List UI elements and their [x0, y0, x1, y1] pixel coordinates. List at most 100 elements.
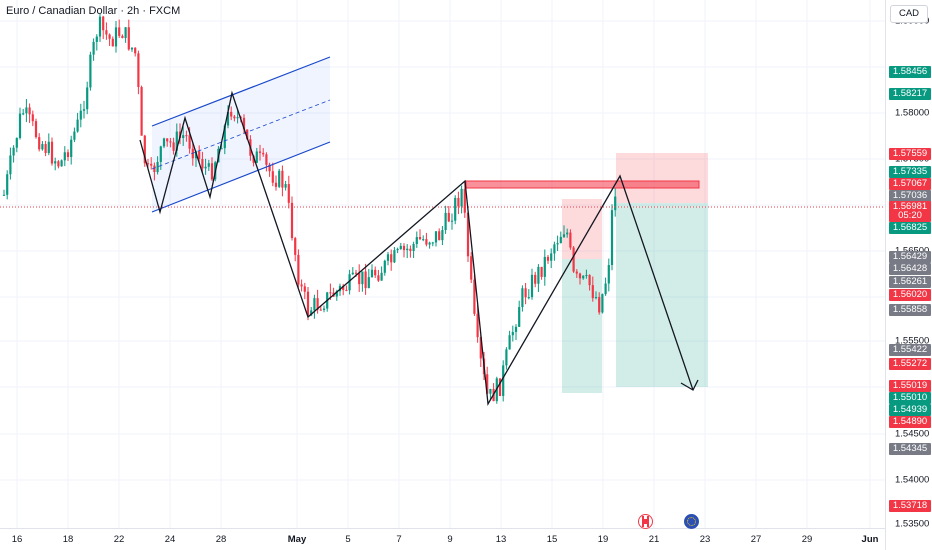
stop-loss-zone [616, 153, 708, 203]
candle-body [294, 238, 297, 255]
candle-body [543, 256, 546, 277]
candle-body [534, 274, 537, 284]
candle-body [166, 138, 169, 142]
candle-body [70, 139, 73, 158]
candle-body [329, 292, 332, 294]
candle-body [236, 117, 239, 119]
candle-body [79, 110, 82, 120]
price-badge: 1.54890 [889, 416, 931, 428]
candle-body [582, 275, 585, 279]
symbol-title[interactable]: Euro / Canadian Dollar · 2h · FXCM [6, 5, 181, 17]
candle-body [441, 230, 444, 241]
candle-body [12, 147, 15, 156]
price-badge: 1.57559 [889, 148, 931, 160]
time-axis[interactable]: 16 18 22 24 28 May 5 7 9 13 15 19 21 23 … [0, 528, 885, 550]
channel-lower-line [151, 141, 331, 213]
candle-body [348, 274, 351, 291]
candle-body [575, 271, 578, 274]
candle-body [569, 232, 572, 248]
currency-selector[interactable]: CAD [890, 5, 928, 23]
candle-body [220, 148, 223, 150]
candle-body [34, 121, 38, 138]
candle-body [73, 131, 76, 140]
grid-lines [0, 0, 885, 528]
candle-body [25, 107, 28, 114]
candle-body [386, 254, 390, 261]
candle-body [377, 275, 380, 281]
price-badge: 1.56428 [889, 263, 931, 275]
candle-body [454, 197, 457, 221]
candle-body [15, 138, 18, 148]
candle-body [578, 273, 582, 279]
candle-body [479, 337, 482, 359]
candle-body [527, 297, 530, 299]
candle-body [450, 220, 454, 222]
price-badge: 1.56429 [889, 251, 931, 263]
candle-body [601, 294, 604, 313]
candle-body [300, 284, 303, 287]
candle-body [540, 266, 543, 277]
price-badge: 1.55272 [889, 358, 931, 370]
candle-body [268, 164, 271, 172]
candle-body [460, 188, 463, 207]
candle-body [28, 107, 31, 115]
candle-body [22, 113, 25, 115]
candle-body [146, 163, 150, 165]
candlestick-series [2, 13, 617, 404]
candle-body [610, 210, 614, 266]
candle-body [210, 163, 214, 180]
candle-body [438, 231, 441, 241]
eu-flag-icon[interactable] [684, 514, 699, 529]
candle-body [434, 231, 438, 243]
candle-body [114, 27, 118, 47]
candle-body [614, 196, 617, 211]
drawing-tools[interactable] [0, 56, 885, 407]
candle-body [399, 245, 402, 249]
candle-body [466, 212, 470, 257]
price-chart-pane[interactable] [0, 0, 885, 528]
candle-body [396, 248, 399, 251]
candle-body [498, 378, 502, 396]
candle-body [140, 87, 143, 136]
candle-body [585, 274, 588, 276]
projection-arrow-head [680, 379, 699, 391]
candle-body [463, 188, 466, 213]
candle-body [511, 332, 514, 336]
canada-flag-icon[interactable] [638, 514, 653, 529]
time-label: 23 [699, 534, 711, 545]
price-axis[interactable]: 1.59000 1.58000 1.57500 1.56500 1.55500 … [885, 0, 932, 550]
candle-body [364, 271, 367, 289]
candle-body [156, 161, 159, 173]
candle-body [559, 236, 562, 244]
candle-body [473, 279, 476, 314]
price-badge: 1.57335 [889, 166, 931, 178]
candle-body [524, 288, 527, 298]
candle-body [431, 242, 434, 244]
candle-body [470, 256, 473, 280]
candle-body [150, 163, 153, 166]
candle-body [50, 141, 54, 164]
candle-body [415, 237, 418, 245]
candle-body [201, 158, 204, 169]
price-badge: 1.55010 [889, 392, 931, 404]
candle-body [588, 274, 591, 286]
candle-body [351, 272, 354, 275]
price-label: 1.55500 [895, 335, 930, 347]
time-label: 16 [11, 534, 23, 545]
candle-body [505, 349, 508, 366]
channel-fill [152, 57, 330, 212]
candle-body [284, 184, 287, 188]
candle-body [572, 247, 575, 272]
candle-body [246, 129, 249, 140]
candle-body [476, 313, 479, 338]
candle-body [185, 135, 188, 137]
time-label: 7 [396, 534, 402, 545]
candle-body [345, 289, 348, 291]
candle-body [207, 163, 210, 167]
candle-body [134, 47, 137, 54]
time-label: 9 [447, 534, 453, 545]
candle-body [162, 138, 166, 147]
candle-body [124, 27, 127, 38]
candle-body [447, 212, 450, 222]
